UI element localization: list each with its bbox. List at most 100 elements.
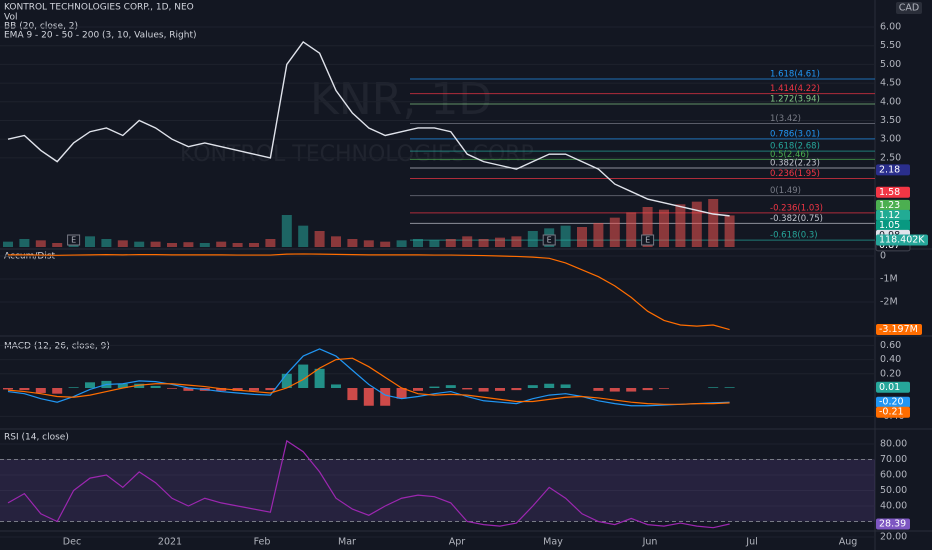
price-badge-label: 2.18	[879, 164, 900, 175]
macd-histogram	[544, 383, 555, 388]
earnings-box	[67, 234, 81, 246]
macd-histogram	[150, 385, 161, 388]
currency: CAD	[899, 3, 919, 14]
macd-histogram	[298, 364, 309, 388]
macd-histogram	[560, 384, 571, 388]
macd-histogram	[429, 386, 440, 388]
volume-bar	[396, 240, 407, 247]
volume-bar	[298, 225, 309, 247]
earnings-box	[641, 234, 655, 246]
volume-bar	[478, 239, 489, 247]
price-badge	[876, 234, 928, 246]
macd-histogram	[380, 388, 391, 406]
volume-bar	[52, 243, 63, 247]
macd-histogram	[626, 388, 637, 392]
y-tick-label: 0.20	[880, 368, 901, 379]
volume-bar	[609, 217, 620, 247]
volume-bar	[659, 209, 669, 247]
macd-histogram	[593, 388, 604, 391]
watermark-ticker: KNR, 1D	[310, 74, 492, 125]
fib-label: 1.414(4.22)	[770, 84, 820, 94]
macd-histogram	[708, 387, 719, 388]
y-tick-label: 60.00	[880, 470, 907, 481]
volume-bar	[675, 204, 686, 247]
fib-label: 0.786(3.01)	[770, 129, 820, 139]
volume-bar	[560, 225, 571, 247]
price-badge	[876, 199, 910, 211]
macd-histogram	[314, 368, 325, 388]
y-tick-label: 0.60	[880, 340, 901, 351]
volume-bar	[593, 223, 604, 247]
currency-box	[896, 2, 922, 14]
macd-histogram	[527, 385, 538, 388]
y-tick-label: 80.00	[880, 439, 907, 450]
time-label: Dec	[63, 537, 81, 548]
time-label: Mar	[338, 537, 356, 548]
volume-bar	[85, 236, 95, 247]
macd-histogram	[35, 388, 46, 393]
time-label: May	[543, 537, 563, 548]
volume-bar	[216, 241, 227, 247]
y-tick-label: 5.00	[880, 59, 901, 70]
y-tick-label: 20.00	[880, 532, 907, 543]
price-badge	[876, 324, 922, 336]
volume-bar	[19, 239, 30, 247]
price-badge-label: -0.20	[879, 397, 904, 408]
legend-symbol: KONTROL TECHNOLOGIES CORP., 1D, NEO	[4, 3, 194, 13]
price-badge-label: 1.23	[879, 200, 900, 211]
fib-label: 1.272(3.94)	[770, 95, 820, 105]
volume-bar	[249, 243, 259, 247]
time-label: 2021	[158, 537, 182, 548]
volume-bar	[265, 239, 276, 247]
macd-histogram	[68, 387, 79, 388]
macd-histogram	[363, 388, 374, 406]
volume-bar	[527, 231, 538, 247]
volume-bar	[101, 239, 112, 247]
volume-bar	[445, 239, 456, 247]
volume-bar	[331, 236, 341, 247]
macd-histogram	[85, 382, 95, 388]
volume-bar	[167, 243, 177, 247]
price-badge	[876, 381, 910, 393]
macd-histogram	[183, 388, 194, 391]
watermark-name: KONTROL TECHNOLOGIES CORP.	[180, 142, 537, 167]
volume-bar	[281, 215, 292, 247]
volume-bar	[380, 241, 391, 247]
macd-histogram	[3, 388, 13, 390]
price-badge-label: -0.21	[879, 407, 904, 418]
fib-label: -0.618(0.3)	[770, 231, 818, 241]
volume-bar	[314, 231, 325, 247]
macd-histogram	[609, 388, 620, 392]
y-tick-label: 3.00	[880, 134, 901, 145]
volume-bar	[577, 227, 587, 247]
fib-label: 1.618(4.61)	[770, 69, 820, 79]
legend-ema: EMA 9 - 20 - 50 - 200 (3, 10, Values, Ri…	[4, 31, 197, 41]
macd-histogram	[495, 388, 505, 391]
macd-histogram	[659, 388, 669, 389]
volume-bar	[626, 212, 637, 247]
volume-bar	[199, 243, 210, 247]
earnings-marker: E	[547, 236, 552, 245]
price-badge-label: 1.05	[879, 220, 900, 231]
fib-label: 0.618(2.68)	[770, 142, 820, 152]
macd-histogram	[396, 388, 407, 399]
fib-label: 1(3.42)	[770, 114, 801, 124]
rsi-band	[0, 459, 875, 522]
legend-rsi: RSI (14, close)	[4, 433, 69, 443]
price-badge-label: 0.01	[879, 382, 900, 393]
time-label: Apr	[449, 537, 466, 548]
accum-line	[8, 253, 730, 331]
price-badge-label: 118.402K	[879, 235, 925, 246]
volume-bar	[363, 240, 374, 247]
fib-label: 0.5(2.46)	[770, 150, 809, 160]
time-label: Jun	[642, 537, 658, 548]
macd-histogram	[478, 388, 489, 392]
price-badge	[876, 186, 910, 198]
y-tick-label: 3.50	[880, 115, 901, 126]
y-tick-label: 4.50	[880, 78, 901, 89]
fib-label: -0.236(1.03)	[770, 203, 823, 213]
macd-histogram	[642, 388, 653, 391]
fib-label: -0.382(0.75)	[770, 214, 823, 224]
y-tick-label: 4.00	[880, 96, 901, 107]
